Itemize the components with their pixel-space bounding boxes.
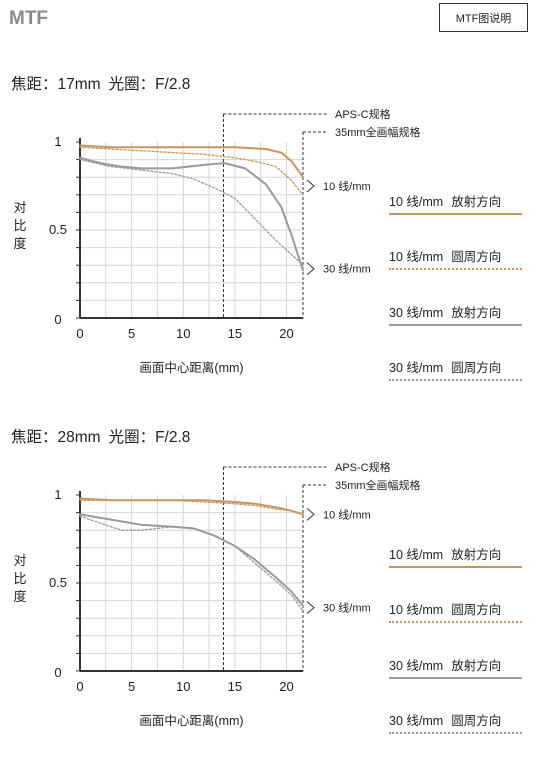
mtf-chart-17mm: 0 5 10 15 20 0 0.5 1 画面中心距离(mm) 对比度 APS-C规格 35mm全画幅… xyxy=(13,107,421,375)
series-line xyxy=(79,156,304,272)
legend-direction: 圆周方向 xyxy=(451,250,502,264)
legend-swatch xyxy=(389,732,522,734)
x-tick-label: 15 xyxy=(228,679,242,694)
series-line xyxy=(79,144,304,179)
mtf-help-button[interactable]: MTF图说明 xyxy=(439,3,528,32)
frequency-annotation: 10 线/mm xyxy=(306,179,371,193)
legend-item-30-tangential: 30 线/mm 圆周方向 xyxy=(389,359,522,381)
y-axis-label-char: 比 xyxy=(13,571,26,586)
legend-freq: 30 线/mm xyxy=(389,659,444,673)
y-axis-label-char: 对 xyxy=(13,553,26,568)
legend-freq: 10 线/mm xyxy=(389,250,444,264)
spec-marker: 35mm全画幅规格 xyxy=(302,478,421,671)
spec-marker: APS-C规格 xyxy=(223,460,391,671)
legend-item-10-tangential: 10 线/mm 圆周方向 xyxy=(389,601,522,623)
y-axis-label: 对比度 xyxy=(13,553,26,604)
frequency-annotation: 10 线/mm xyxy=(306,507,371,521)
x-tick-label: 10 xyxy=(176,326,190,341)
legend-freq: 30 线/mm xyxy=(389,361,444,375)
legend-item-10-radial: 10 线/mm 放射方向 xyxy=(389,546,522,568)
y-axis-label-char: 度 xyxy=(13,589,26,604)
y-axis-label: 对比度 xyxy=(13,200,26,251)
x-axis-label: 画面中心距离(mm) xyxy=(139,360,243,375)
mtf-section-17mm: 焦距：17mm 光圈：F/2.8 0 5 10 15 20 0 0.5 1 画面中心距离(mm) 对… xyxy=(0,72,550,424)
spec-marker-label: APS-C规格 xyxy=(335,460,391,474)
legend-swatch xyxy=(389,621,522,623)
spec-marker-label: APS-C规格 xyxy=(335,107,391,121)
section-heading: 焦距：17mm 光圈：F/2.8 xyxy=(11,72,198,94)
spec-marker: APS-C规格 xyxy=(223,107,391,318)
series-line xyxy=(79,146,304,196)
legend-item-10-radial: 10 线/mm 放射方向 xyxy=(389,193,522,215)
legend-direction: 放射方向 xyxy=(451,195,502,209)
aperture-label: 光圈：F/2.8 xyxy=(108,76,191,93)
legend-direction: 圆周方向 xyxy=(451,603,502,617)
y-axis-label-char: 比 xyxy=(13,218,26,233)
y-axis-label-char: 对 xyxy=(13,200,26,215)
y-tick-label: 0.5 xyxy=(49,222,67,237)
legend-swatch xyxy=(389,268,522,270)
frequency-annotation: 30 线/mm xyxy=(306,262,371,276)
chevron-right-icon xyxy=(306,601,315,615)
x-tick-label: 5 xyxy=(128,326,135,341)
legend-freq: 10 线/mm xyxy=(389,548,444,562)
legend-direction: 圆周方向 xyxy=(451,361,502,375)
legend-swatch xyxy=(389,677,522,679)
legend-direction: 圆周方向 xyxy=(451,714,502,728)
legend-swatch xyxy=(389,379,522,381)
x-tick-label: 10 xyxy=(176,679,190,694)
y-tick-label: 1 xyxy=(54,134,61,149)
legend-direction: 放射方向 xyxy=(451,548,502,562)
series-line xyxy=(79,499,304,516)
x-axis-label: 画面中心距离(mm) xyxy=(139,713,243,728)
frequency-annotation-label: 10 线/mm xyxy=(323,507,371,521)
x-tick-label: 5 xyxy=(128,679,135,694)
x-tick-label: 0 xyxy=(76,326,83,341)
chevron-right-icon xyxy=(306,262,315,276)
frequency-annotation-label: 10 线/mm xyxy=(323,179,371,193)
frequency-annotation-label: 30 线/mm xyxy=(323,601,371,615)
y-axis-label-char: 度 xyxy=(13,236,26,251)
section-heading: 焦距：28mm 光圈：F/2.8 xyxy=(11,425,198,447)
series-line xyxy=(79,158,304,266)
y-tick-label: 0 xyxy=(54,665,61,680)
focal-length-label: 焦距：28mm xyxy=(11,429,101,446)
focal-length-label: 焦距：17mm xyxy=(11,76,101,93)
frequency-annotation: 30 线/mm xyxy=(306,601,371,615)
legend-item-30-tangential: 30 线/mm 圆周方向 xyxy=(389,712,522,734)
x-tick-label: 20 xyxy=(279,679,293,694)
app-title: MTF xyxy=(9,8,49,29)
legend-freq: 10 线/mm xyxy=(389,195,444,209)
legend-freq: 30 线/mm xyxy=(389,306,444,320)
spec-marker-label: 35mm全画幅规格 xyxy=(335,125,421,139)
frequency-annotation-label: 30 线/mm xyxy=(323,262,371,276)
series-line xyxy=(79,515,304,612)
y-tick-label: 1 xyxy=(54,487,61,502)
chevron-right-icon xyxy=(306,507,315,521)
x-tick-label: 20 xyxy=(279,326,293,341)
y-tick-label: 0 xyxy=(54,312,61,327)
y-tick-label: 0.5 xyxy=(49,575,67,590)
aperture-label: 光圈：F/2.8 xyxy=(108,429,191,446)
mtf-section-28mm: 焦距：28mm 光圈：F/2.8 0 5 10 15 20 0 0.5 1 画面中心距离(mm) 对… xyxy=(0,425,550,777)
legend-item-10-tangential: 10 线/mm 圆周方向 xyxy=(389,248,522,270)
x-tick-label: 0 xyxy=(76,679,83,694)
x-tick-label: 15 xyxy=(228,326,242,341)
legend-direction: 放射方向 xyxy=(451,306,502,320)
legend-item-30-radial: 30 线/mm 放射方向 xyxy=(389,304,522,326)
spec-marker-label: 35mm全画幅规格 xyxy=(335,478,421,492)
legend-item-30-radial: 30 线/mm 放射方向 xyxy=(389,657,522,679)
legend-swatch xyxy=(389,566,522,568)
legend-freq: 30 线/mm xyxy=(389,714,444,728)
mtf-chart-28mm: 0 5 10 15 20 0 0.5 1 画面中心距离(mm) 对比度 APS-C规格 35mm全画幅… xyxy=(13,460,421,728)
legend-swatch xyxy=(389,213,522,215)
chevron-right-icon xyxy=(306,179,315,193)
legend-swatch xyxy=(389,324,522,326)
legend-freq: 10 线/mm xyxy=(389,603,444,617)
spec-marker: 35mm全画幅规格 xyxy=(302,125,421,318)
legend-direction: 放射方向 xyxy=(451,659,502,673)
